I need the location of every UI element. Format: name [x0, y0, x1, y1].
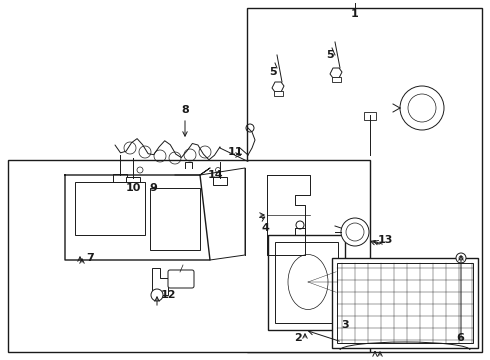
Text: 2: 2 — [294, 333, 302, 343]
Circle shape — [456, 253, 466, 263]
Circle shape — [346, 223, 364, 241]
Text: 1: 1 — [351, 9, 359, 19]
Bar — [126, 177, 140, 185]
Polygon shape — [330, 68, 342, 78]
Polygon shape — [152, 268, 168, 295]
Circle shape — [408, 94, 436, 122]
Bar — [332, 77, 341, 82]
Text: 7: 7 — [86, 253, 94, 263]
Circle shape — [151, 289, 163, 301]
Bar — [75, 182, 145, 235]
Text: 14: 14 — [207, 170, 223, 180]
Text: 11: 11 — [227, 147, 243, 157]
Bar — [364, 112, 376, 120]
Bar — [8, 160, 370, 352]
Circle shape — [459, 256, 463, 260]
Text: 10: 10 — [125, 183, 141, 193]
FancyBboxPatch shape — [168, 270, 194, 288]
Text: 5: 5 — [326, 50, 334, 60]
Bar — [275, 242, 338, 323]
Circle shape — [400, 86, 444, 130]
Bar — [150, 188, 200, 250]
Bar — [113, 174, 127, 182]
Text: 4: 4 — [261, 223, 269, 233]
Bar — [274, 91, 283, 96]
Bar — [247, 8, 482, 352]
Bar — [337, 263, 473, 343]
Bar — [332, 258, 478, 348]
Circle shape — [341, 218, 369, 246]
Bar — [213, 177, 227, 185]
Polygon shape — [272, 82, 284, 92]
Text: 12: 12 — [160, 290, 176, 300]
Text: 9: 9 — [149, 183, 157, 193]
Text: 5: 5 — [269, 67, 277, 77]
Text: 6: 6 — [456, 333, 464, 343]
Text: 13: 13 — [377, 235, 392, 245]
Text: 3: 3 — [341, 320, 349, 330]
Bar — [268, 235, 345, 330]
Text: 8: 8 — [181, 105, 189, 115]
